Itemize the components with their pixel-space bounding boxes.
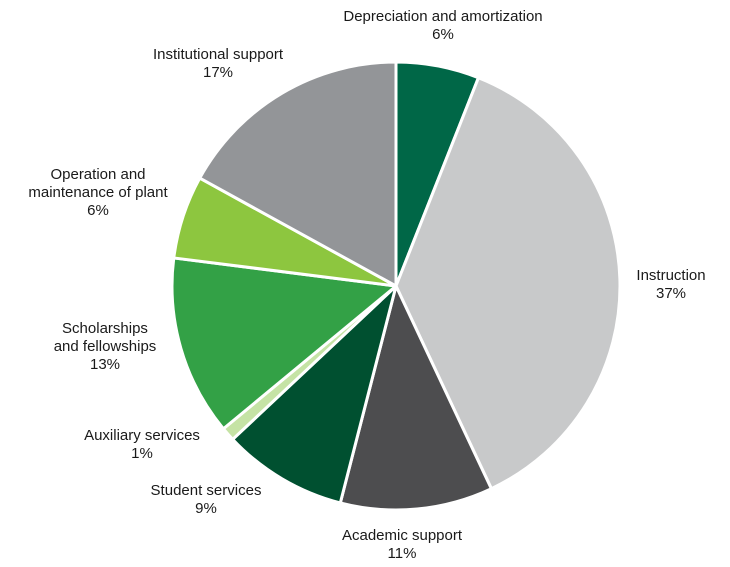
slice-label-text: Instruction [636,267,706,284]
slice-label-text: Operation and [50,166,146,183]
slice-label-text: Institutional support [152,46,284,63]
slice-value-label: 6% [432,26,454,43]
slice-value-label: 17% [202,64,234,81]
slice-label-1: Instruction 37% [636,267,705,303]
slice-value-label: 9% [195,500,217,517]
slice-label-text: Auxiliary services [84,427,200,444]
slice-value-label: 11% [387,545,417,562]
slice-label-6: Operation and maintenance of plant 6% [28,166,167,220]
slice-label-4: Auxiliary services 1% [84,427,200,463]
pie-slice-7 [198,60,398,288]
slice-label-text: and fellowships [53,338,157,355]
slice-label-text: Depreciation and amortization [343,8,543,25]
slice-label-5: Scholarships and fellowships 13% [54,320,157,374]
slice-label-2: Academic support 11% [342,527,462,563]
pie-slice-2 [338,284,493,512]
slice-label-0: Depreciation and amortization 6% [343,8,542,44]
pie-slice-3 [231,284,398,505]
slice-value-label: 6% [87,202,109,219]
pie-slice-1 [394,76,622,491]
slice-label-3: Student services 9% [151,482,262,518]
slice-label-7: Institutional support 17% [153,46,283,82]
slice-value-label: 13% [89,356,121,373]
pie-slice-5 [170,256,398,431]
slice-label-text: Academic support [341,527,463,544]
slice-value-label: 37% [655,285,687,302]
slice-label-text: maintenance of plant [28,184,168,201]
slice-label-text: Scholarships [62,320,148,337]
slice-value-label: 1% [131,445,153,462]
slice-label-text: Student services [150,482,262,499]
